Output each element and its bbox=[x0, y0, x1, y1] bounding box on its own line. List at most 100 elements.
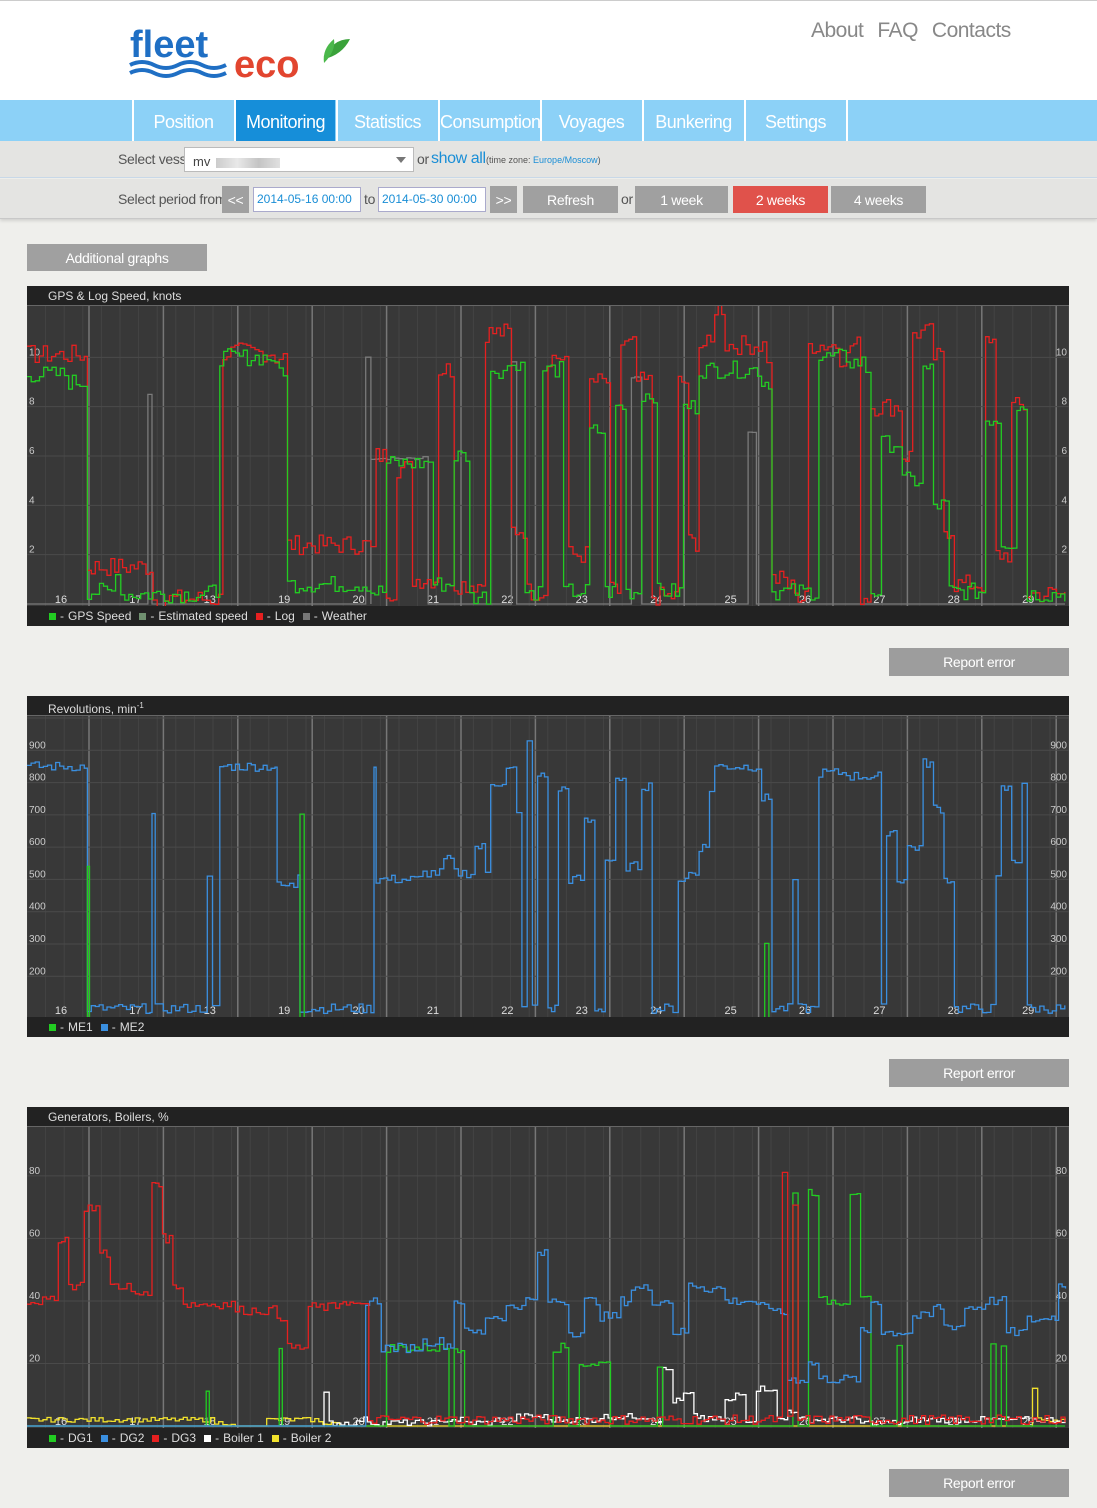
legend-item[interactable]: - Boiler 1 bbox=[204, 1428, 264, 1448]
legend-item[interactable]: - ME2 bbox=[100, 1017, 144, 1037]
nav-divider bbox=[846, 100, 848, 141]
tab-statistics[interactable]: Statistics bbox=[336, 100, 437, 141]
period-row: Select period from << 2014-05-16 00:00 t… bbox=[0, 179, 1097, 219]
report-error-button[interactable]: Report error bbox=[889, 648, 1069, 676]
or-label-2: or bbox=[621, 191, 633, 207]
x-tick-label: 25 bbox=[724, 594, 736, 606]
y-tick-label-right: 700 bbox=[1050, 805, 1067, 816]
period-label: Select period from bbox=[118, 191, 227, 207]
x-tick-label: 27 bbox=[873, 594, 885, 606]
chart-legend: - DG1 - DG2 - DG3 - Boiler 1 - Boiler 2 bbox=[27, 1428, 1069, 1448]
tab-settings[interactable]: Settings bbox=[744, 100, 845, 141]
tab-position[interactable]: Position bbox=[132, 100, 233, 141]
legend-item[interactable]: - DG3 bbox=[152, 1428, 196, 1448]
series-gps-speed bbox=[27, 348, 1066, 605]
chart-legend: - ME1 - ME2 bbox=[27, 1017, 1069, 1037]
prev-period-button[interactable]: << bbox=[222, 186, 249, 213]
legend-item[interactable]: - ME1 bbox=[49, 1017, 93, 1037]
logo-eco: eco bbox=[234, 44, 299, 83]
one-week-button[interactable]: 1 week bbox=[635, 186, 728, 213]
legend-swatch bbox=[302, 612, 310, 620]
tz-value[interactable]: Europe/Moscow bbox=[533, 155, 598, 165]
contacts-link[interactable]: Contacts bbox=[931, 19, 1011, 42]
to-label: to bbox=[364, 191, 376, 207]
select-vessel-label: Select vessel bbox=[118, 151, 197, 167]
x-tick-label: 16 bbox=[55, 1005, 67, 1017]
x-tick-label: 29 bbox=[1022, 1005, 1034, 1017]
legend-swatch bbox=[204, 1434, 212, 1442]
legend-swatch bbox=[152, 1434, 160, 1442]
chart-title: Generators, Boilers, % bbox=[27, 1107, 1069, 1127]
y-tick-label: 600 bbox=[29, 837, 46, 848]
series-dg3 bbox=[27, 1171, 1066, 1426]
revolutions-plot[interactable]: 200 200 300 300 400 400 500 500 600 600 700 700 800 8… bbox=[27, 716, 1069, 1017]
x-tick-label: 16 bbox=[55, 594, 67, 606]
chart-title: Revolutions, min-1 bbox=[27, 696, 1069, 716]
y-tick-label-right: 300 bbox=[1050, 934, 1067, 945]
x-tick-label: 19 bbox=[278, 594, 290, 606]
chart-title: GPS & Log Speed, knots bbox=[27, 286, 1069, 306]
legend-item[interactable]: - GPS Speed bbox=[49, 606, 131, 626]
refresh-button[interactable]: Refresh bbox=[523, 186, 618, 213]
main-nav: Position Monitoring Statistics Consumpti… bbox=[0, 100, 1097, 141]
legend-swatch bbox=[49, 1434, 56, 1442]
legend-item[interactable]: - Boiler 2 bbox=[271, 1428, 331, 1448]
legend-item[interactable]: - DG1 bbox=[49, 1428, 93, 1448]
x-tick-label: 28 bbox=[948, 594, 960, 606]
header: fleet eco About FAQ Contacts bbox=[0, 0, 1097, 100]
y-tick-label: 300 bbox=[29, 934, 46, 945]
x-tick-label: 20 bbox=[352, 594, 364, 606]
y-tick-label-right: 2 bbox=[1061, 545, 1067, 556]
y-tick-label-right: 80 bbox=[1056, 1166, 1068, 1177]
series-dg2 bbox=[27, 1249, 1067, 1427]
additional-graphs-button[interactable]: Additional graphs bbox=[27, 244, 207, 271]
tab-consumption[interactable]: Consumption bbox=[438, 100, 541, 141]
four-weeks-button[interactable]: 4 weeks bbox=[831, 186, 926, 213]
y-tick-label: 800 bbox=[29, 773, 46, 784]
legend-swatch bbox=[255, 612, 263, 620]
x-tick-label: 19 bbox=[278, 1005, 290, 1017]
date-from-input[interactable]: 2014-05-16 00:00 bbox=[253, 187, 361, 212]
x-tick-label: 23 bbox=[576, 594, 588, 606]
about-link[interactable]: About bbox=[811, 19, 864, 42]
series-log bbox=[27, 306, 1066, 606]
x-tick-label: 22 bbox=[501, 594, 513, 606]
y-tick-label-right: 500 bbox=[1050, 869, 1067, 880]
x-tick-label: 17 bbox=[129, 1005, 141, 1017]
y-tick-label: 4 bbox=[29, 495, 35, 506]
tab-voyages[interactable]: Voyages bbox=[540, 100, 641, 141]
date-to-input[interactable]: 2014-05-30 00:00 bbox=[378, 187, 486, 212]
report-error-button[interactable]: Report error bbox=[889, 1059, 1069, 1087]
two-weeks-button[interactable]: 2 weeks bbox=[733, 186, 828, 213]
tab-bunkering[interactable]: Bunkering bbox=[642, 100, 743, 141]
y-tick-label-right: 600 bbox=[1050, 837, 1067, 848]
tz-prefix: (time zone: bbox=[486, 155, 531, 165]
legend-label: Boiler 1 bbox=[223, 1431, 264, 1445]
vessel-select[interactable]: mv bbox=[184, 147, 414, 172]
y-tick-label-right: 900 bbox=[1050, 740, 1067, 751]
logo-fleet: fleet bbox=[130, 24, 208, 66]
next-period-button[interactable]: >> bbox=[490, 186, 517, 213]
legend-item[interactable]: - Weather bbox=[302, 606, 367, 626]
fleeteco-logo[interactable]: fleet eco bbox=[128, 19, 358, 83]
or-label: or bbox=[417, 151, 429, 167]
show-all-link[interactable]: show all bbox=[431, 150, 486, 167]
legend-item[interactable]: - Estimated speed bbox=[139, 606, 248, 626]
legend-label: ME1 bbox=[68, 1020, 93, 1034]
series-weather bbox=[27, 356, 1065, 605]
y-tick-label-right: 20 bbox=[1056, 1353, 1068, 1364]
x-tick-label: 26 bbox=[799, 1005, 811, 1017]
faq-link[interactable]: FAQ bbox=[877, 19, 918, 42]
chart-title-text: Revolutions, min bbox=[48, 702, 137, 716]
legend-label: DG3 bbox=[171, 1431, 197, 1445]
legend-label: Weather bbox=[321, 609, 367, 623]
chevron-down-icon bbox=[396, 157, 406, 163]
legend-item[interactable]: - DG2 bbox=[100, 1428, 144, 1448]
report-error-button[interactable]: Report error bbox=[889, 1469, 1069, 1497]
legend-item[interactable]: - Log bbox=[255, 606, 295, 626]
tab-monitoring[interactable]: Monitoring bbox=[234, 100, 335, 141]
legend-swatch bbox=[100, 1023, 108, 1031]
legend-label: Estimated speed bbox=[158, 609, 248, 623]
